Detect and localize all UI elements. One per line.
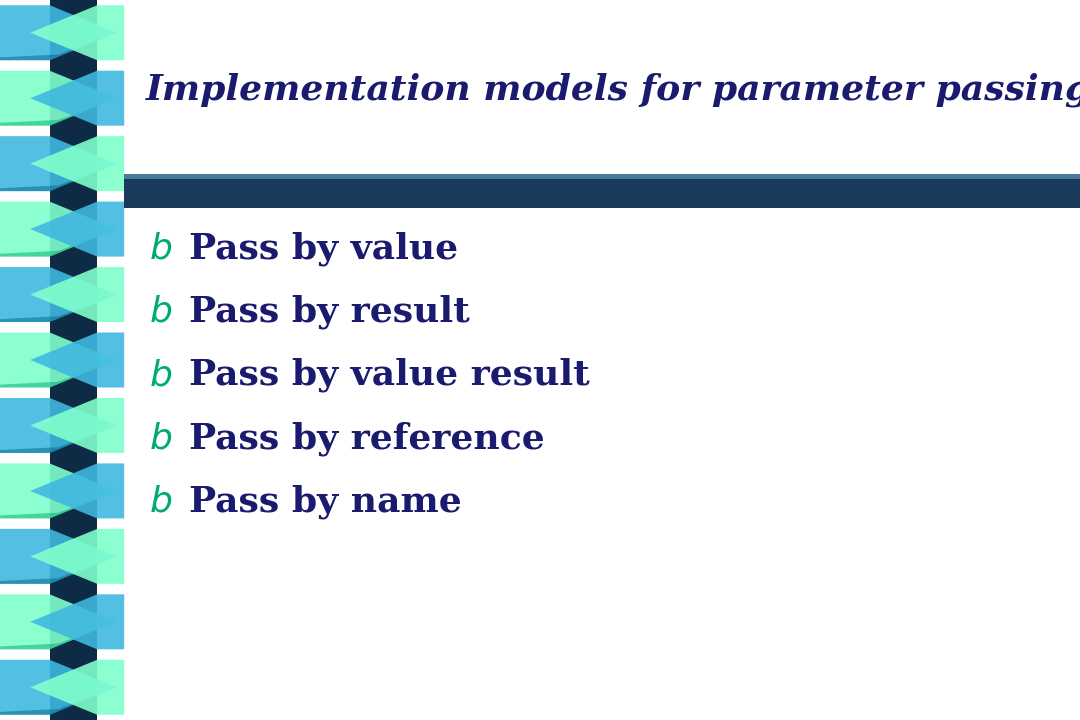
Polygon shape — [0, 98, 117, 126]
Polygon shape — [0, 594, 117, 649]
Polygon shape — [0, 333, 117, 387]
Polygon shape — [30, 529, 124, 584]
Polygon shape — [30, 267, 124, 322]
Polygon shape — [0, 360, 117, 387]
Text: Pass by result: Pass by result — [189, 294, 470, 329]
Bar — [124, 174, 1080, 179]
Polygon shape — [30, 5, 124, 60]
Polygon shape — [0, 529, 117, 584]
Polygon shape — [0, 398, 117, 453]
Polygon shape — [30, 136, 124, 191]
Polygon shape — [0, 557, 117, 584]
Bar — [50, 0, 97, 720]
Text: Pass by value result: Pass by value result — [189, 358, 590, 392]
Text: Pass by name: Pass by name — [189, 485, 462, 519]
Polygon shape — [0, 688, 117, 715]
Polygon shape — [0, 5, 117, 60]
Polygon shape — [0, 294, 117, 322]
Polygon shape — [30, 202, 124, 256]
Polygon shape — [0, 71, 117, 126]
Polygon shape — [30, 660, 124, 715]
Polygon shape — [0, 426, 117, 453]
Polygon shape — [0, 464, 117, 518]
Polygon shape — [30, 594, 124, 649]
Polygon shape — [0, 491, 117, 518]
Polygon shape — [0, 163, 117, 191]
Polygon shape — [0, 660, 117, 715]
Text: $b$: $b$ — [149, 421, 172, 456]
Bar — [124, 174, 1080, 208]
Polygon shape — [30, 71, 124, 126]
Polygon shape — [0, 267, 117, 322]
Polygon shape — [30, 333, 124, 387]
Text: $b$: $b$ — [149, 485, 172, 519]
Text: $b$: $b$ — [149, 358, 172, 392]
Polygon shape — [0, 32, 117, 60]
Text: $b$: $b$ — [149, 231, 172, 266]
Polygon shape — [30, 398, 124, 453]
Polygon shape — [0, 229, 117, 256]
Polygon shape — [30, 464, 124, 518]
Text: Implementation models for parameter passing :: Implementation models for parameter pass… — [146, 73, 1080, 107]
Text: Pass by value: Pass by value — [189, 231, 458, 266]
Polygon shape — [0, 202, 117, 256]
Text: Pass by reference: Pass by reference — [189, 421, 544, 456]
Text: $b$: $b$ — [149, 294, 172, 329]
Polygon shape — [0, 136, 117, 191]
Polygon shape — [0, 622, 117, 649]
